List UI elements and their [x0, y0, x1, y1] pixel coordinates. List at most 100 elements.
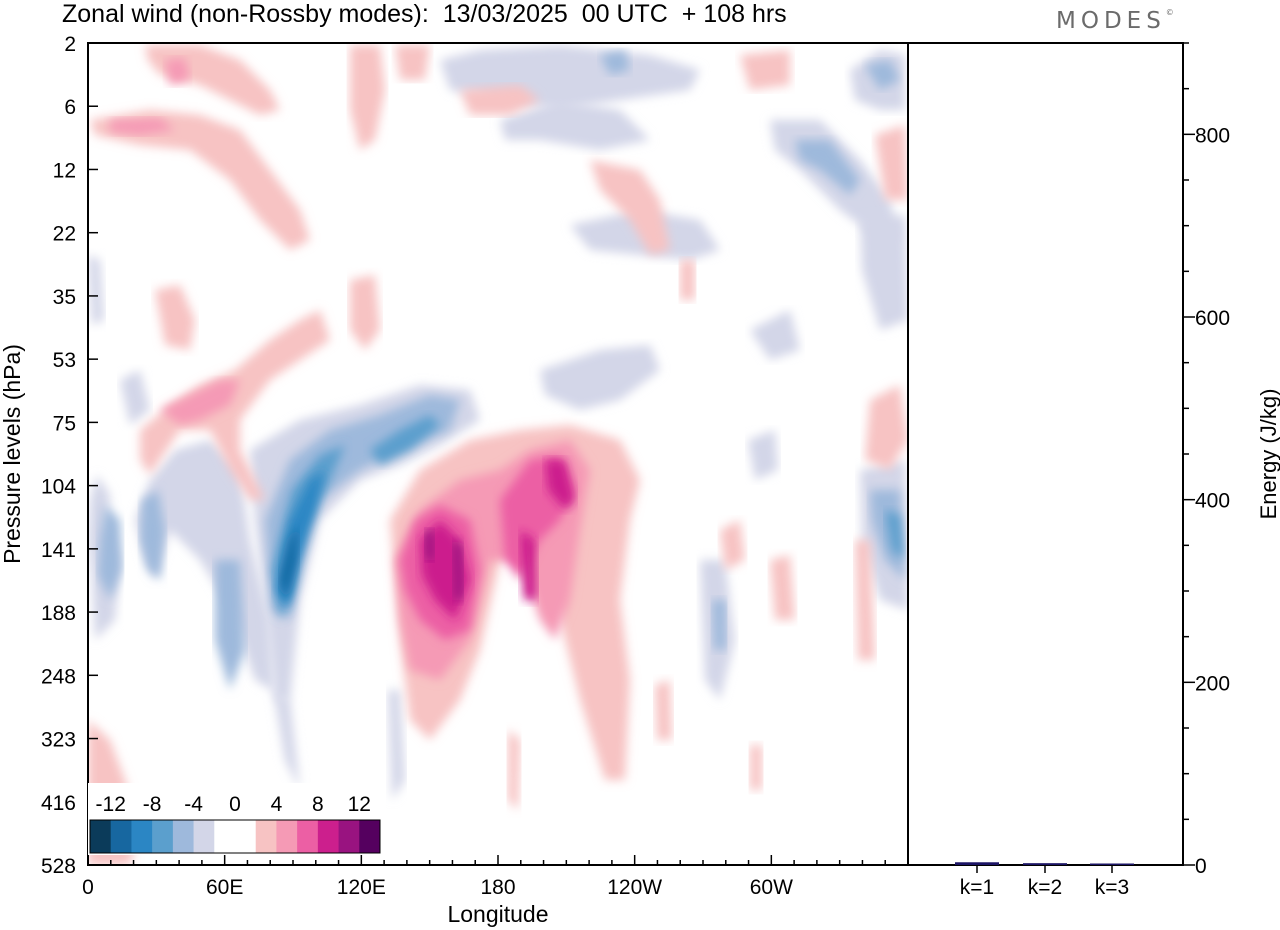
positive-contour-region	[90, 110, 310, 250]
y-tick-label: 35	[53, 286, 76, 309]
negative-contour-region	[388, 690, 405, 800]
negative-contour-region	[795, 140, 860, 195]
colorbar-label: 0	[229, 793, 241, 816]
energy-tick-label: 200	[1195, 672, 1230, 695]
y-tick-label: 2	[64, 33, 76, 56]
positive-contour-region	[395, 45, 430, 80]
energy-panel: 0 200 400 600 800 k=1 k=2 k=3	[955, 42, 1230, 899]
negative-contour-region	[750, 310, 800, 360]
positive-contour-region	[350, 275, 380, 350]
energy-tick-label: 0	[1195, 855, 1207, 878]
y-tick-label: 248	[41, 665, 76, 688]
colorbar-swatch	[152, 820, 174, 853]
colorbar-swatch	[110, 820, 132, 853]
negative-contour-region	[885, 510, 904, 560]
positive-contour-region	[680, 260, 695, 300]
positive-contour-region	[520, 530, 537, 600]
negative-contour-region	[215, 560, 245, 690]
positive-contour-region	[453, 540, 463, 600]
negative-contour-region	[600, 50, 630, 75]
x-tick-label: 0	[82, 876, 94, 899]
energy-tick-label: 800	[1195, 124, 1230, 147]
positive-contour-region	[350, 45, 385, 150]
y-tick-label: 12	[53, 159, 76, 182]
colorbar-outline	[89, 819, 381, 854]
colorbar-swatch	[255, 820, 277, 853]
y-tick-label: 6	[64, 96, 76, 119]
positive-contour-region	[425, 530, 434, 560]
positive-contour-region	[145, 45, 280, 115]
colorbar-swatch	[317, 820, 339, 853]
x-axis: 0 60E 120E 180 120W 60W	[82, 855, 909, 899]
y-tick-label: 75	[53, 412, 76, 435]
x-tick-label: 120W	[607, 876, 662, 899]
colorbar-swatch	[276, 820, 298, 853]
colorbar-swatch	[359, 820, 381, 853]
positive-contour-region	[165, 58, 190, 85]
negative-contour-region	[870, 490, 905, 580]
positive-contour-region	[508, 730, 520, 810]
negative-contour-region	[88, 255, 104, 325]
positive-contour-region	[545, 460, 575, 510]
energy-category-label: k=1	[960, 876, 994, 899]
colorbar-swatch	[172, 820, 194, 853]
positive-contour-region	[140, 310, 330, 500]
colorbar-label: 12	[348, 793, 371, 816]
y-tick-label: 416	[41, 792, 76, 815]
negative-contour-region	[140, 490, 165, 580]
y-tick-label: 22	[53, 223, 76, 246]
energy-tick-label: 400	[1195, 490, 1230, 513]
negative-contour-region	[712, 600, 726, 650]
positive-contour-region	[655, 680, 672, 740]
negative-contour-region	[500, 100, 650, 150]
y-tick-label: 141	[41, 539, 76, 562]
colorbar-swatch	[297, 820, 319, 853]
negative-contour-region	[120, 370, 150, 425]
colorbar-swatch	[214, 820, 236, 853]
colorbar-label: 8	[312, 793, 324, 816]
positive-contour-region	[110, 118, 175, 135]
y-axis-label: Pressure levels (hPa)	[0, 344, 25, 564]
colorbar-swatch	[338, 820, 360, 853]
positive-contour-region	[875, 125, 908, 200]
y-tick-label: 528	[41, 855, 76, 878]
positive-contour-region	[855, 540, 875, 660]
energy-category-label: k=2	[1028, 876, 1062, 899]
negative-contour-region	[265, 395, 460, 620]
positive-contour-region	[750, 745, 762, 790]
x-tick-label: 60E	[206, 876, 243, 899]
colorbar-label: 4	[271, 793, 283, 816]
energy-bar	[1090, 863, 1134, 865]
negative-contour-region	[865, 60, 900, 90]
colorbar-swatch	[131, 820, 153, 853]
positive-contour-region	[155, 285, 195, 350]
y-tick-label: 104	[41, 476, 76, 499]
x-axis-label: Longitude	[447, 901, 548, 927]
negative-contour-region	[860, 215, 908, 330]
positive-contour-region	[720, 520, 745, 570]
y-tick-label: 323	[41, 729, 76, 752]
negative-contour-region	[98, 505, 122, 600]
energy-axis-label: Energy (J/kg)	[1256, 389, 1280, 520]
positive-contour-region	[590, 160, 670, 255]
y-tick-label: 188	[41, 602, 76, 625]
positive-contour-region	[865, 385, 908, 470]
y-axis: 2 6 12 22 35 53 75 104 141 188 248 323 416 528	[41, 33, 98, 878]
positive-contour-region	[770, 555, 795, 620]
brand-logo: MODES©	[1056, 8, 1174, 34]
colorbar-label: -8	[143, 793, 162, 816]
positive-contour-region	[160, 380, 240, 425]
negative-contour-region	[370, 415, 440, 465]
negative-contour-region	[540, 345, 660, 410]
brand-text: MODES	[1056, 8, 1166, 34]
energy-tick-label: 600	[1195, 307, 1230, 330]
energy-bar	[955, 862, 999, 865]
negative-contour-region	[748, 430, 778, 480]
copyright-mark: ©	[1165, 8, 1174, 17]
energy-plot-frame	[907, 42, 1184, 866]
y-tick-label: 53	[53, 349, 76, 372]
positive-contour-region	[740, 50, 790, 90]
colorbar-swatch	[90, 820, 112, 853]
negative-contour-region	[135, 440, 300, 790]
